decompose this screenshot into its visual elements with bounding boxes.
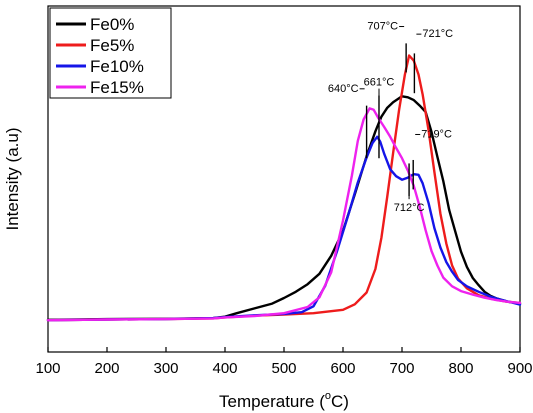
annotation-5: 719°C bbox=[412, 128, 452, 190]
x-axis-ticks: 100 200 300 400 500 600 700 800 900 bbox=[35, 347, 533, 377]
annotation-1: 707°C bbox=[367, 21, 407, 73]
x-tick-label-3: 300 bbox=[153, 360, 178, 377]
legend-label-4: Fe15% bbox=[90, 78, 144, 97]
annotation-3: 640°C bbox=[328, 83, 368, 159]
annotation-label-5: 719°C bbox=[421, 128, 452, 140]
series-line-4 bbox=[46, 107, 522, 322]
legend-label-1: Fe0% bbox=[90, 15, 134, 34]
x-tick-label-5: 500 bbox=[271, 360, 296, 377]
annotation-label-1: 707°C bbox=[367, 21, 398, 33]
x-axis-label-degree: o bbox=[325, 390, 331, 402]
chart-legend: Fe0% Fe5% Fe10% Fe15% bbox=[49, 7, 172, 99]
annotation-6: 712°C bbox=[394, 163, 425, 214]
annotation-4: 661°C bbox=[364, 77, 395, 159]
annotation-label-2: 721°C bbox=[422, 28, 453, 40]
annotation-label-4: 661°C bbox=[364, 77, 395, 89]
x-axis-label: Temperature (oC) bbox=[219, 390, 349, 411]
series-line-1 bbox=[46, 95, 522, 321]
x-tick-label-4: 400 bbox=[212, 360, 237, 377]
annotation-2: 721°C bbox=[413, 28, 453, 94]
series-layer bbox=[46, 54, 522, 322]
x-tick-label-8: 800 bbox=[448, 360, 473, 377]
x-axis-label-main: Temperature ( bbox=[219, 392, 325, 411]
x-tick-label-9: 900 bbox=[507, 360, 532, 377]
annotation-layer: 707°C 721°C 640°C 661°C 719°C 712°C bbox=[328, 21, 453, 215]
annotation-label-6: 712°C bbox=[394, 202, 425, 214]
x-tick-label-2: 200 bbox=[94, 360, 119, 377]
x-tick-label-1: 100 bbox=[35, 360, 60, 377]
legend-label-3: Fe10% bbox=[90, 57, 144, 76]
x-tick-label-6: 600 bbox=[330, 360, 355, 377]
annotation-label-3: 640°C bbox=[328, 83, 359, 95]
x-axis-label-suffix: C) bbox=[331, 392, 349, 411]
x-tick-label-7: 700 bbox=[389, 360, 414, 377]
y-axis-label: Intensity (a.u) bbox=[3, 128, 22, 231]
legend-label-2: Fe5% bbox=[90, 36, 134, 55]
series-line-3 bbox=[46, 135, 522, 322]
